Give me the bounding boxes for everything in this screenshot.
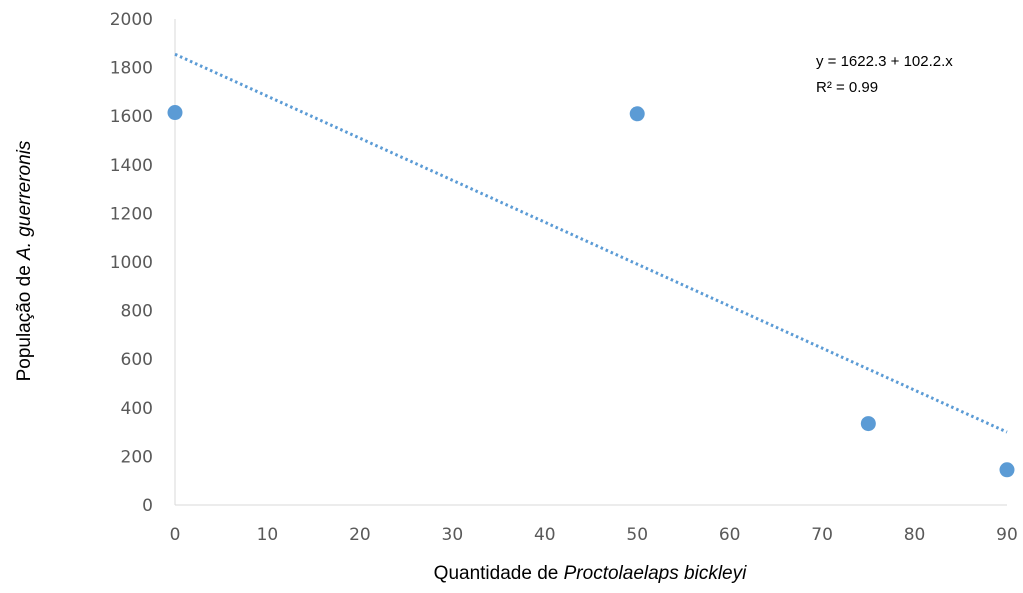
y-tick-label: 1400: [110, 156, 153, 176]
x-tick-label: 40: [534, 525, 556, 545]
x-tick-labels: 0 10 20 30 40 50 60 70 80 90: [170, 525, 1018, 545]
x-tick-label: 70: [811, 525, 833, 545]
x-tick-label: 60: [719, 525, 741, 545]
y-tick-label: 2000: [110, 10, 153, 30]
y-tick-labels: 0 200 400 600 800 1000 1200 1400 1600 1800 2000: [110, 10, 153, 516]
x-tick-label: 10: [257, 525, 279, 545]
data-point: [999, 462, 1015, 478]
y-tick-label: 800: [121, 302, 153, 322]
trendline: [174, 52, 1008, 434]
y-axis-title-prefix: População de: [14, 260, 35, 382]
y-tick-label: 0: [142, 496, 153, 516]
y-tick-label: 200: [121, 447, 153, 467]
y-tick-label: 1800: [110, 59, 153, 79]
y-tick-label: 400: [121, 399, 153, 419]
y-tick-label: 1200: [110, 204, 153, 224]
y-tick-label: 1600: [110, 107, 153, 127]
data-point: [629, 106, 645, 122]
trendline-equation: y = 1622.3 + 102.2.x: [816, 53, 953, 70]
x-tick-label: 20: [349, 525, 371, 545]
x-tick-label: 90: [996, 525, 1018, 545]
x-axis-title: Quantidade de Proctolaelaps bickleyi: [434, 563, 747, 584]
data-point: [860, 416, 876, 432]
y-axis-title-italic: A. guerreronis: [14, 140, 35, 261]
data-point: [167, 105, 183, 121]
x-axis-title-prefix: Quantidade de: [434, 563, 564, 584]
x-tick-label: 0: [170, 525, 181, 545]
axes: [174, 19, 1007, 506]
x-tick-label: 50: [626, 525, 648, 545]
y-axis-title: População de A. guerreronis: [14, 140, 35, 381]
trendline-layer: [174, 52, 1008, 434]
x-tick-label: 80: [904, 525, 926, 545]
x-axis-title-italic: Proctolaelaps bickleyi: [564, 563, 747, 584]
y-tick-label: 600: [121, 350, 153, 370]
x-tick-label: 30: [442, 525, 464, 545]
y-tick-label: 1000: [110, 253, 153, 273]
data-points: [167, 105, 1015, 478]
r-squared-label: R² = 0.99: [816, 79, 878, 96]
